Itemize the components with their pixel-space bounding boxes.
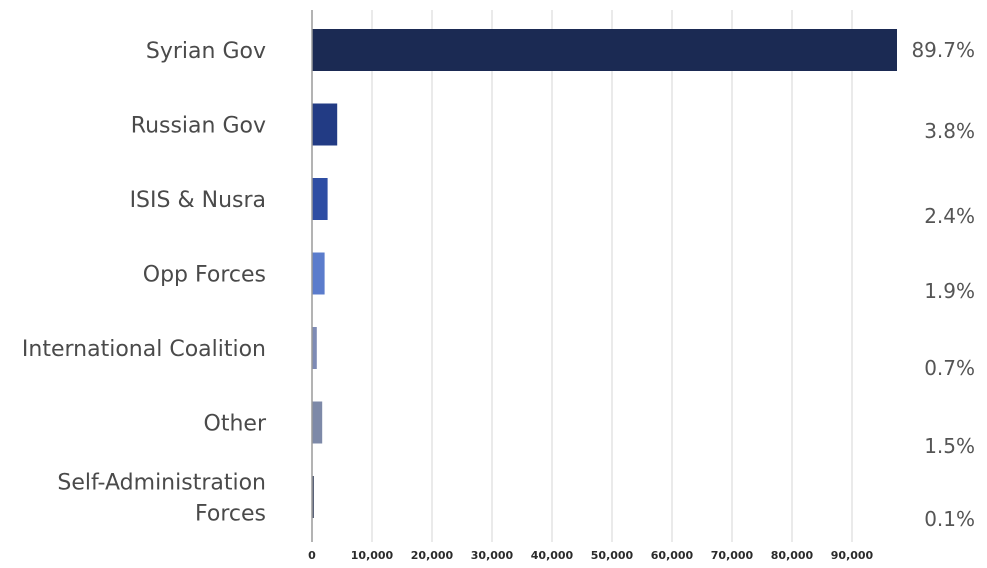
bar: [312, 103, 338, 146]
x-tick-label: 20,000: [411, 549, 454, 562]
x-tick-label: 70,000: [711, 549, 754, 562]
bar: [312, 29, 897, 71]
label-layer: Syrian Gov 89.7% Russian Gov 3.8% ISIS & Nus…: [22, 38, 975, 531]
category-label: Other: [204, 412, 267, 437]
category-label: Forces: [195, 502, 266, 527]
bar: [312, 401, 323, 444]
x-tick-label: 60,000: [651, 549, 694, 562]
category-label: ISIS & Nusra: [130, 188, 266, 213]
value-label: 89.7%: [911, 38, 975, 62]
value-label: 0.1%: [924, 507, 975, 531]
axis-layer: 0 10,000 20,000 30,000 40,000 50,000 60,000 70,…: [308, 10, 874, 562]
value-label: 1.9%: [924, 279, 975, 303]
bar: [312, 476, 314, 518]
category-label: Self-Administration: [57, 471, 266, 496]
value-label: 0.7%: [924, 356, 975, 380]
category-label: International Coalition: [22, 337, 266, 362]
value-label: 1.5%: [924, 434, 975, 458]
value-label: 3.8%: [924, 119, 975, 143]
x-tick-label: 30,000: [471, 549, 514, 562]
x-tick-label: 80,000: [771, 549, 814, 562]
grid-layer: [371, 10, 853, 542]
category-label: Syrian Gov: [146, 39, 266, 64]
bar: [312, 178, 328, 220]
bar: [312, 327, 317, 369]
bar-layer: [312, 29, 897, 518]
category-label: Opp Forces: [143, 263, 266, 288]
x-tick-label: 10,000: [351, 549, 394, 562]
x-tick-label: 50,000: [591, 549, 634, 562]
category-label: Russian Gov: [131, 114, 266, 139]
value-label: 2.4%: [924, 204, 975, 228]
x-tick-label: 0: [308, 549, 316, 562]
x-tick-label: 90,000: [831, 549, 874, 562]
x-tick-label: 40,000: [531, 549, 574, 562]
bar: [312, 252, 325, 295]
